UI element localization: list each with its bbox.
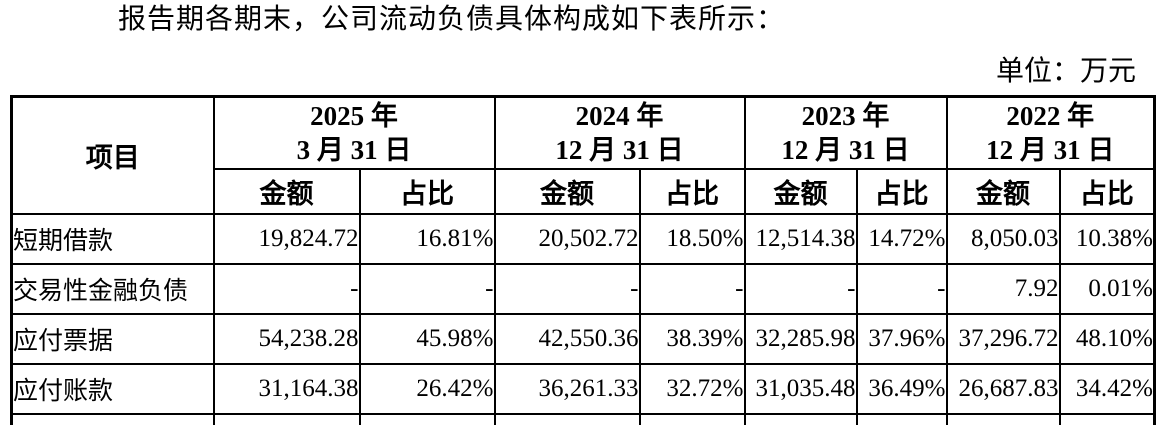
amount-cell: 37,296.72 xyxy=(945,313,1061,365)
ratio-cell: 45.98% xyxy=(358,313,496,365)
period-line2: 12 月 31 日 xyxy=(555,135,684,165)
column-header-amount-2024: 金额 xyxy=(493,168,641,215)
table-row-clipped xyxy=(10,413,1156,425)
column-header-period-2022: 2022 年 12 月 31 日 xyxy=(945,95,1156,170)
intro-text: 报告期各期末，公司流动负债具体构成如下表所示： xyxy=(118,4,786,35)
ratio-cell: 36.49% xyxy=(855,363,948,415)
table-row: 应付账款 31,164.38 26.42% 36,261.33 32.72% 3… xyxy=(10,363,1156,415)
column-header-period-2025: 2025 年 3 月 31 日 xyxy=(212,95,496,170)
amount-cell: 19,824.72 xyxy=(212,213,361,265)
column-header-ratio-2022: 占比 xyxy=(1058,168,1156,215)
unit-label: 单位：万元 xyxy=(995,56,1136,87)
empty-cell xyxy=(945,413,1061,425)
column-header-period-2024: 2024 年 12 月 31 日 xyxy=(493,95,746,170)
column-header-amount-2022: 金额 xyxy=(945,168,1061,215)
column-header-amount-2023: 金额 xyxy=(743,168,858,215)
empty-cell xyxy=(638,413,746,425)
empty-cell xyxy=(1058,413,1156,425)
period-line1: 2024 年 xyxy=(575,101,664,131)
ratio-cell: 26.42% xyxy=(358,363,496,415)
period-line1: 2025 年 xyxy=(310,101,398,131)
column-header-item: 项目 xyxy=(10,95,215,215)
amount-cell: 7.92 xyxy=(945,263,1061,315)
amount-cell: 36,261.33 xyxy=(493,363,641,415)
ratio-cell: 16.81% xyxy=(358,213,496,265)
ratio-cell: - xyxy=(855,263,948,315)
ratio-cell: 10.38% xyxy=(1058,213,1156,265)
period-line2: 3 月 31 日 xyxy=(296,135,412,165)
empty-cell xyxy=(743,413,858,425)
row-item-label: 应付账款 xyxy=(10,363,215,415)
column-header-ratio-2025: 占比 xyxy=(358,168,496,215)
table-row: 短期借款 19,824.72 16.81% 20,502.72 18.50% 1… xyxy=(10,213,1156,265)
period-line2: 12 月 31 日 xyxy=(781,135,910,165)
amount-cell: - xyxy=(743,263,858,315)
amount-cell: 20,502.72 xyxy=(493,213,641,265)
column-header-amount-2025: 金额 xyxy=(212,168,361,215)
empty-cell xyxy=(212,413,361,425)
ratio-cell: - xyxy=(638,263,746,315)
amount-cell: 12,514.38 xyxy=(743,213,858,265)
header-row-subheads: 金额 占比 金额 占比 金额 占比 金额 占比 xyxy=(12,168,1156,215)
amount-cell: 8,050.03 xyxy=(945,213,1061,265)
amount-cell: - xyxy=(212,263,361,315)
ratio-cell: 38.39% xyxy=(638,313,746,365)
period-line1: 2023 年 xyxy=(801,101,890,131)
amount-cell: 31,164.38 xyxy=(212,363,361,415)
period-line2: 12 月 31 日 xyxy=(986,135,1115,165)
column-header-ratio-2023: 占比 xyxy=(855,168,948,215)
ratio-cell: 48.10% xyxy=(1058,313,1156,365)
amount-cell: - xyxy=(493,263,641,315)
empty-cell xyxy=(855,413,948,425)
amount-cell: 54,238.28 xyxy=(212,313,361,365)
ratio-cell: 0.01% xyxy=(1058,263,1156,315)
column-header-ratio-2024: 占比 xyxy=(638,168,746,215)
row-item-label: 应付票据 xyxy=(10,313,215,365)
row-item-label: 短期借款 xyxy=(10,213,215,265)
amount-cell: 26,687.83 xyxy=(945,363,1061,415)
ratio-cell: 37.96% xyxy=(855,313,948,365)
current-liabilities-table: 项目 2025 年 3 月 31 日 2024 年 12 月 31 日 2023… xyxy=(10,95,1156,425)
amount-cell: 42,550.36 xyxy=(493,313,641,365)
empty-cell xyxy=(493,413,641,425)
ratio-cell: 34.42% xyxy=(1058,363,1156,415)
empty-cell xyxy=(358,413,496,425)
table-row: 交易性金融负债 - - - - - - 7.92 0.01% xyxy=(10,263,1156,315)
column-header-period-2023: 2023 年 12 月 31 日 xyxy=(743,95,948,170)
amount-cell: 31,035.48 xyxy=(743,363,858,415)
empty-cell xyxy=(10,413,215,425)
ratio-cell: 14.72% xyxy=(855,213,948,265)
table-row: 应付票据 54,238.28 45.98% 42,550.36 38.39% 3… xyxy=(10,313,1156,365)
ratio-cell: 18.50% xyxy=(638,213,746,265)
amount-cell: 32,285.98 xyxy=(743,313,858,365)
ratio-cell: 32.72% xyxy=(638,363,746,415)
row-item-label: 交易性金融负债 xyxy=(10,263,215,315)
ratio-cell: - xyxy=(358,263,496,315)
period-line1: 2022 年 xyxy=(1006,101,1095,131)
header-row-periods: 项目 2025 年 3 月 31 日 2024 年 12 月 31 日 2023… xyxy=(10,95,1156,215)
